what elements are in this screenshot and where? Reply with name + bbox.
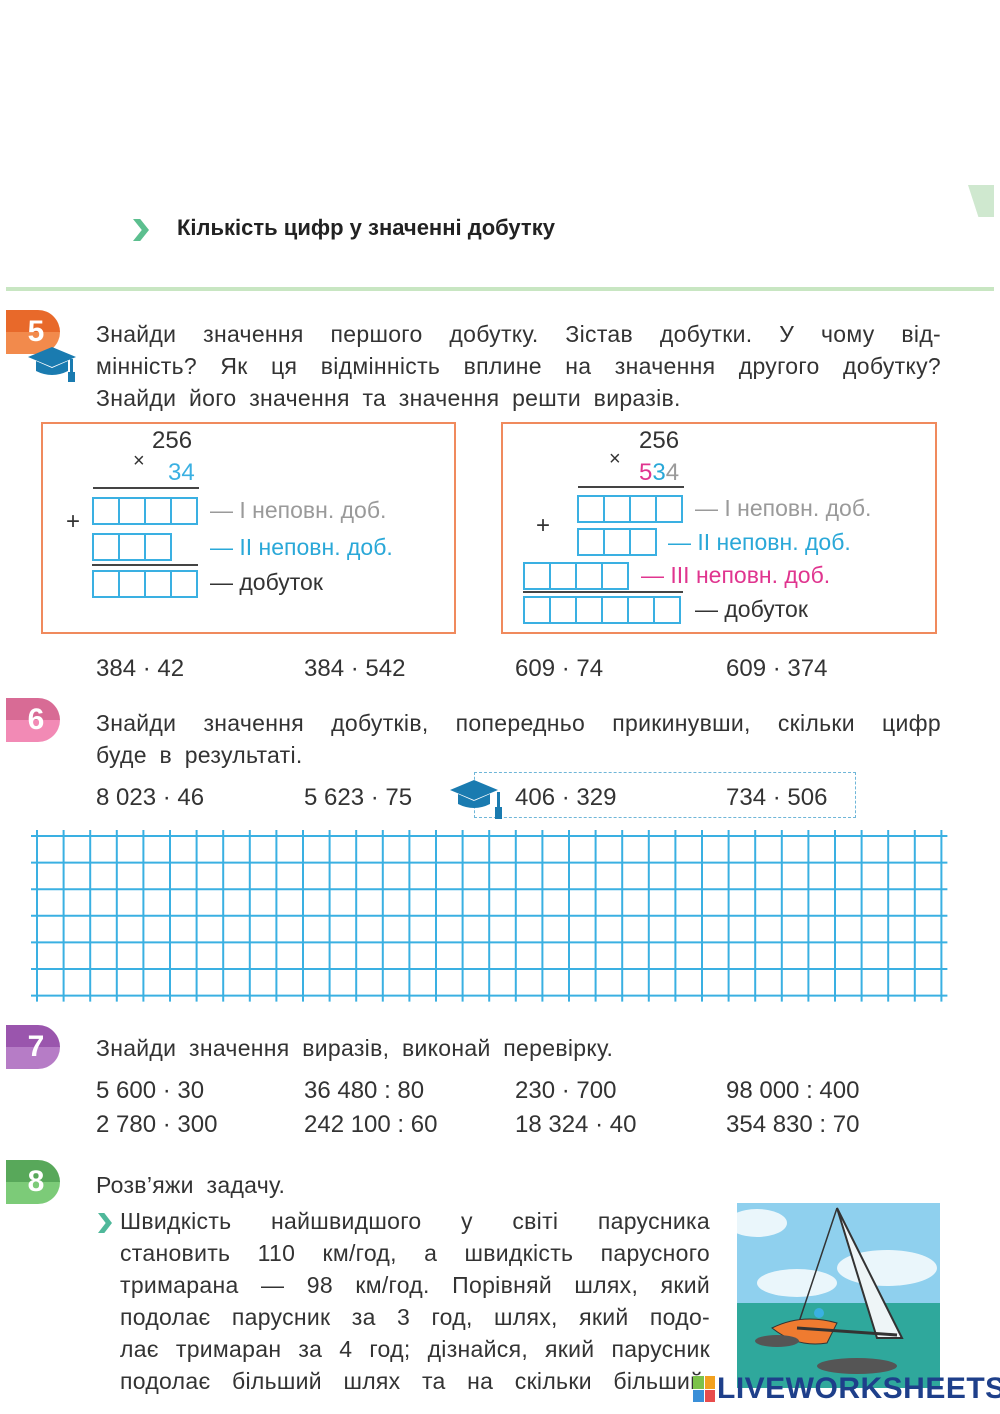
answer-cells[interactable] bbox=[92, 570, 198, 598]
expression: 354 830 : 70 bbox=[726, 1111, 860, 1138]
task-8-text: Розв’яжи задачу. bbox=[96, 1172, 286, 1198]
plus-sign: + bbox=[66, 508, 81, 535]
product-label: — добуток bbox=[210, 569, 323, 595]
task-6-badge: 6 bbox=[6, 698, 60, 742]
partial-product-1-label: — І неповн. доб. bbox=[695, 495, 872, 521]
trimaran-sailboat-illustration bbox=[737, 1203, 940, 1388]
task-8-problem: Швидкість найшвидшого у світі парусника … bbox=[120, 1205, 710, 1397]
graduation-cap-icon bbox=[28, 347, 76, 382]
problem-line: тримарана — 98 км/год. Порівняй шлях, як… bbox=[120, 1272, 710, 1298]
multiplier: 34 bbox=[168, 459, 195, 486]
task-5-badge: 5 bbox=[6, 310, 60, 354]
times-sign: × bbox=[609, 448, 621, 470]
problem-line: становить 110 км/год, а швидкість парусн… bbox=[120, 1240, 710, 1266]
answer-cells[interactable] bbox=[92, 497, 198, 525]
problem-line: подолає більший шлях та на скільки більш… bbox=[120, 1368, 710, 1394]
multiplicand: 256 bbox=[152, 427, 193, 454]
section-title: Кількість цифр у значенні добутку bbox=[177, 215, 555, 240]
task-6-line: Знайди значення добутків, попередньо при… bbox=[96, 710, 941, 736]
product-label: — добуток bbox=[695, 596, 808, 622]
partial-product-2-label: — ІІ неповн. доб. bbox=[210, 534, 393, 560]
expression: 36 480 : 80 bbox=[304, 1077, 425, 1104]
expression: 384 · 542 bbox=[304, 655, 406, 682]
answer-cells[interactable] bbox=[523, 562, 629, 590]
task-6-text: Знайди значення добутків, попередньо при… bbox=[96, 707, 941, 771]
expression: 734 · 506 bbox=[726, 784, 828, 811]
problem-line: лає тримаран за 4 год; дізнайся, який па… bbox=[120, 1336, 710, 1362]
task-8-badge: 8 bbox=[6, 1160, 60, 1204]
times-sign: × bbox=[133, 450, 145, 472]
expression: 406 · 329 bbox=[515, 784, 617, 811]
digit-hundreds: 5 bbox=[639, 459, 653, 486]
underline bbox=[93, 487, 199, 489]
expression: 98 000 : 400 bbox=[726, 1077, 860, 1104]
graduation-cap-icon bbox=[450, 780, 502, 819]
task-5-line: Знайди значення першого добутку. Зістав … bbox=[96, 321, 941, 347]
answer-cells[interactable] bbox=[523, 596, 681, 624]
expression: 230 · 700 bbox=[515, 1077, 617, 1104]
digit-units: 4 bbox=[665, 459, 680, 486]
watermark-text: LIVEWORKSHEETS bbox=[717, 1372, 1000, 1405]
answer-cells[interactable] bbox=[577, 528, 657, 556]
liveworksheets-logo bbox=[693, 1376, 715, 1402]
task-7-text: Знайди значення виразів, виконай перевір… bbox=[96, 1035, 614, 1061]
underline bbox=[523, 591, 683, 593]
problem-line: подолає парусник за 3 год, шлях, який по… bbox=[120, 1304, 710, 1330]
underline bbox=[578, 486, 684, 488]
multiplier: 534 bbox=[639, 459, 679, 487]
expression: 18 324 · 40 bbox=[515, 1111, 637, 1138]
column-multiplication-box-right bbox=[501, 422, 937, 634]
expression: 242 100 : 60 bbox=[304, 1111, 438, 1138]
expression: 5 600 · 30 bbox=[96, 1077, 205, 1104]
section-divider bbox=[6, 287, 994, 291]
partial-product-2-label: — ІІ неповн. доб. bbox=[668, 529, 851, 555]
partial-product-1-label: — І неповн. доб. bbox=[210, 497, 387, 523]
task-5-line: мінність? Як ця відмінність вплине на зн… bbox=[96, 353, 941, 379]
answer-cells[interactable] bbox=[92, 533, 172, 561]
digit-tens: 3 bbox=[652, 459, 666, 486]
task-5-text: Знайди значення першого добутку. Зістав … bbox=[96, 318, 941, 414]
task-7-badge: 7 bbox=[6, 1025, 60, 1069]
partial-product-3-label: — ІІІ неповн. доб. bbox=[641, 562, 831, 588]
multiplicand: 256 bbox=[639, 427, 680, 454]
task-6-line: буде в результаті. bbox=[96, 742, 303, 768]
column-multiplication-box-left bbox=[41, 422, 456, 634]
expression: 609 · 374 bbox=[726, 655, 828, 682]
expression: 2 780 · 300 bbox=[96, 1111, 218, 1138]
expression: 384 · 42 bbox=[96, 655, 185, 682]
problem-chevron-icon bbox=[98, 1213, 112, 1233]
expression: 609 · 74 bbox=[515, 655, 604, 682]
squared-grid-workspace[interactable] bbox=[0, 820, 1000, 1010]
expression: 5 623 · 75 bbox=[304, 784, 413, 811]
task-5-line: Знайди його значення та значення решти в… bbox=[96, 385, 681, 411]
corner-tab bbox=[968, 185, 994, 217]
section-chevron-icon bbox=[133, 219, 149, 241]
underline bbox=[92, 564, 198, 566]
expression: 8 023 · 46 bbox=[96, 784, 205, 811]
answer-cells[interactable] bbox=[577, 495, 683, 523]
plus-sign: + bbox=[536, 512, 551, 539]
problem-line: Швидкість найшвидшого у світі парусника bbox=[120, 1208, 710, 1234]
